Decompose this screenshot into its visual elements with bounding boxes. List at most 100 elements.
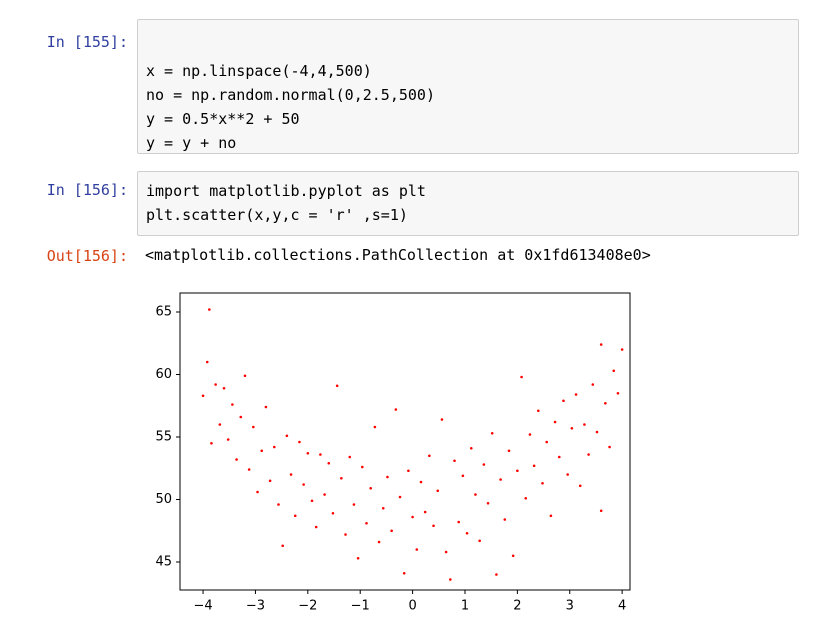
point: [281, 544, 284, 548]
x-tick-label: −2: [298, 599, 317, 614]
point: [205, 360, 209, 364]
point: [352, 503, 356, 506]
point: [436, 489, 440, 493]
point: [365, 521, 368, 525]
point: [566, 473, 569, 476]
point: [562, 399, 565, 403]
point: [478, 539, 481, 543]
point: [314, 525, 318, 529]
point: [608, 445, 611, 449]
point: [545, 440, 549, 444]
point: [457, 520, 460, 524]
point: [507, 449, 511, 453]
y-tick-label: 50: [155, 492, 172, 507]
point: [532, 464, 536, 468]
point: [272, 445, 276, 449]
point: [474, 493, 477, 496]
point: [222, 386, 226, 390]
point: [578, 484, 582, 488]
point: [461, 474, 465, 478]
point: [377, 540, 381, 544]
point: [411, 515, 414, 519]
point: [386, 475, 389, 479]
point: [574, 393, 578, 396]
point: [595, 430, 599, 434]
point: [344, 533, 347, 536]
point: [394, 408, 398, 411]
point: [319, 453, 322, 456]
point: [440, 418, 444, 421]
code-cell[interactable]: import matplotlib.pyplot as plt plt.scatt…: [137, 171, 799, 236]
point: [256, 490, 259, 494]
code-line: no = np.random.normal(0,2.5,500): [146, 86, 435, 104]
point: [381, 506, 385, 510]
code-line: plt.scatter(x,y,c = 'r' ,s=1): [146, 206, 408, 224]
code-line: y = 0.5*x**2 + 50: [146, 110, 300, 128]
code-line: y = y + no: [146, 134, 237, 152]
y-tick-label: 60: [155, 367, 172, 382]
code-cell[interactable]: x = np.linspace(-4,4,500) no = np.random.…: [137, 19, 799, 154]
point: [453, 459, 456, 463]
point: [591, 383, 595, 386]
point: [335, 384, 339, 388]
point: [444, 550, 448, 554]
cell-prompt: In [156]:: [46, 181, 128, 199]
point: [361, 465, 364, 469]
point: [415, 548, 419, 551]
point: [310, 499, 314, 503]
point: [327, 461, 331, 465]
point: [235, 458, 238, 461]
point: [557, 455, 561, 459]
point: [252, 425, 255, 429]
x-tick-label: 2: [513, 599, 521, 614]
point: [520, 375, 523, 379]
cell-prompt: In [155]:: [46, 33, 128, 51]
point: [306, 451, 310, 455]
output-prompt: Out[156]:: [46, 247, 128, 265]
x-tick-label: 1: [461, 599, 469, 614]
point: [469, 446, 473, 450]
x-tick-label: 3: [566, 599, 574, 614]
point: [486, 501, 490, 505]
point: [268, 479, 272, 483]
output-text: <matplotlib.collections.PathCollection a…: [145, 246, 651, 264]
point: [482, 463, 486, 466]
point: [277, 503, 280, 506]
point: [495, 573, 498, 576]
x-tick-label: 0: [408, 599, 416, 614]
point: [398, 495, 402, 499]
point: [407, 469, 410, 473]
y-tick-label: 65: [155, 305, 172, 320]
point: [490, 431, 494, 435]
point: [247, 468, 251, 471]
point: [549, 514, 553, 518]
point: [604, 401, 607, 405]
point: [298, 440, 301, 444]
point: [587, 453, 590, 456]
point: [432, 524, 435, 528]
point: [553, 420, 557, 424]
point: [499, 478, 502, 481]
point: [390, 529, 393, 533]
point: [465, 531, 469, 535]
point: [285, 434, 289, 438]
code-line: x = np.linspace(-4,4,500): [146, 62, 372, 80]
point: [599, 343, 603, 346]
point: [201, 394, 205, 398]
x-tick-label: −4: [193, 599, 212, 614]
point: [323, 493, 326, 496]
point: [402, 571, 406, 575]
point: [208, 308, 211, 311]
point: [449, 578, 452, 581]
point: [264, 405, 268, 409]
point: [214, 383, 217, 386]
point: [210, 441, 213, 445]
point: [260, 449, 264, 453]
point: [356, 556, 360, 560]
point: [293, 514, 297, 518]
x-tick-label: −1: [351, 599, 370, 614]
point: [423, 510, 427, 514]
point: [524, 496, 528, 500]
